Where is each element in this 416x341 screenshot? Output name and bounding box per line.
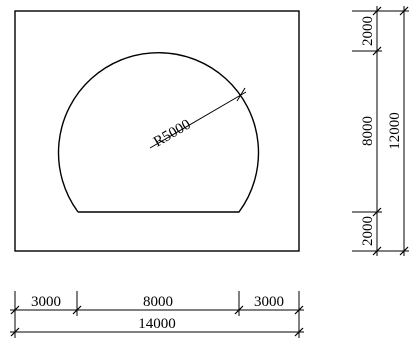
v-dim-top-segment: 2000 <box>360 16 376 46</box>
radius-label: R5000 <box>151 117 194 151</box>
h-dim-middle-segment: 8000 <box>143 294 173 310</box>
v-dim-bottom-segment: 2000 <box>360 216 376 246</box>
vertical-dimensions: 2000 8000 2000 12000 <box>352 6 409 256</box>
v-dim-middle-segment: 8000 <box>360 116 376 146</box>
h-dim-total: 14000 <box>138 316 176 332</box>
horizontal-dimensions: 3000 8000 3000 14000 <box>10 291 304 338</box>
h-dim-right-segment: 3000 <box>254 294 284 310</box>
h-dim-left-segment: 3000 <box>31 294 61 310</box>
v-dim-total: 12000 <box>387 112 403 150</box>
